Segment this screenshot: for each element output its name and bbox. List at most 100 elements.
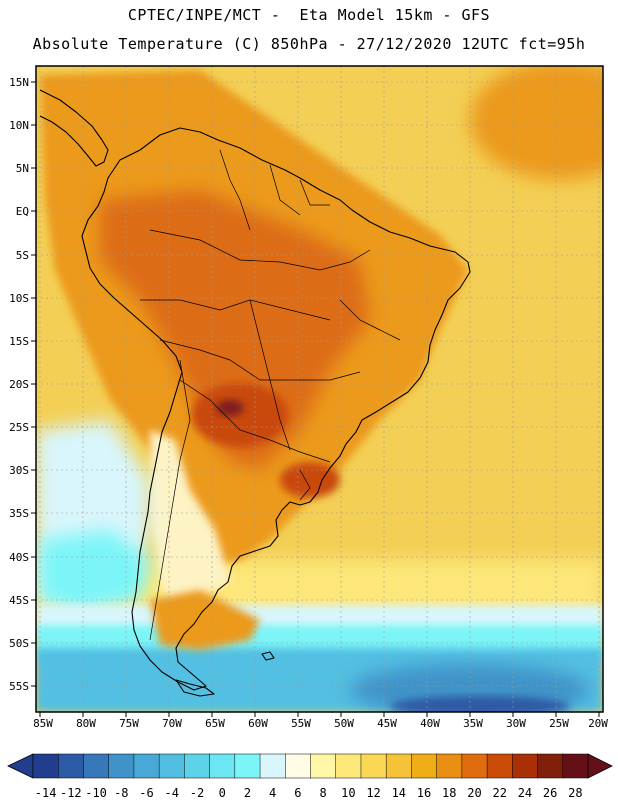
longitude-labels: 85W 80W 75W 70W 65W 60W 55W 50W 45W 40W … [33,717,608,730]
heat-core-2 [280,462,340,498]
latitude-labels: 15N 10N 5N EQ 5S 10S 15S 20S 25S 30S 35S… [9,76,29,693]
heat-peak [216,400,244,416]
lat-label: 5N [16,162,29,175]
colorbar-cell [259,753,287,779]
colorbar-label: -14 [35,786,57,800]
colorbar-cell [436,753,463,779]
lat-label: 40S [9,551,29,564]
country-borders [140,149,401,641]
colorbar-label: 22 [492,786,506,800]
colorbar-label: -8 [114,786,128,800]
colorbar-cell [133,753,160,779]
plot-frame [35,65,604,713]
lat-label: 30S [9,464,29,477]
colorbar-label: 2 [244,786,251,800]
colorbar-cell [285,753,312,779]
field-layer [36,66,603,712]
colorbar-label: 20 [467,786,481,800]
lat-label: 10N [9,119,29,132]
colorbar-label: 12 [366,786,380,800]
colorbar-label: 26 [543,786,557,800]
colorbar-cell [57,753,85,779]
colorbar-label: -2 [190,786,204,800]
colorbar-label: 24 [518,786,532,800]
lat-label: EQ [16,205,29,218]
colorbar-cell [310,753,337,779]
colorbar-label: -12 [60,786,82,800]
lat-label: 15N [9,76,29,89]
colorbar-label: 18 [442,786,456,800]
colorbar-cell [234,753,261,779]
colorbar-cell [184,753,211,779]
lon-label: 35W [463,717,483,730]
colorbar-label: 28 [568,786,582,800]
lat-label: 5S [16,249,29,262]
colorbar-cell [360,753,387,779]
lon-label: 60W [248,717,268,730]
lat-label: 50S [9,637,29,650]
colorbar-label: -6 [139,786,153,800]
patagonia-warm [150,590,260,650]
colorbar-cell [537,753,564,779]
colorbar-cell [562,753,589,779]
colorbar-label: 4 [269,786,276,800]
lon-label: 40W [420,717,440,730]
lon-label: 80W [76,717,96,730]
colorbar-cell [335,753,362,779]
colorbar-low-arrow [7,753,34,779]
colorbar-high-arrow [587,753,613,779]
heat-core [192,383,288,447]
lon-label: 65W [205,717,225,730]
falklands [261,651,275,661]
lat-label: 10S [9,292,29,305]
colorbar-cell [108,753,135,779]
colorbar-label: 8 [319,786,326,800]
colorbar-cell [158,753,186,779]
lon-label: 30W [506,717,526,730]
colorbar-cell [32,753,59,779]
colorbar-label: -10 [85,786,107,800]
colorbar-cells [32,753,589,779]
colorbar-label: -4 [165,786,179,800]
lon-label: 25W [549,717,569,730]
colorbar-label: 0 [219,786,226,800]
lon-label: 85W [33,717,53,730]
lat-label: 25S [9,421,29,434]
colorbar-labels: -14 -12 -10 -8 -6 -4 -2 0 2 4 6 8 10 12 14 16 18 20 22 24 26… [35,786,583,800]
colorbar-label: 6 [294,786,301,800]
colorbar-cell [512,753,539,779]
colorbar-cell [385,753,413,779]
colorbar-cell [461,753,488,779]
colorbar-cell [83,753,110,779]
land-hot-field [100,190,370,470]
title-line-2: Absolute Temperature (C) 850hPa - 27/12/… [32,35,586,53]
lat-label: 45S [9,594,29,607]
colorbar-label: 10 [341,786,355,800]
pacific-cold-2 [40,530,150,610]
colorbar-cell [411,753,438,779]
title-line-1: CPTEC/INPE/MCT - Eta Model 15km - GFS [127,6,491,24]
south-america-coastline [81,127,471,691]
tick-marks [31,81,600,717]
central-america-coastline [39,89,109,167]
lat-label: 35S [9,507,29,520]
lon-label: 45W [377,717,397,730]
tierra-del-fuego [175,679,215,697]
colorbar-label: 16 [417,786,431,800]
lon-label: 50W [334,717,354,730]
lon-label: 20W [588,717,608,730]
lon-label: 75W [119,717,139,730]
colorbar-label: 14 [392,786,406,800]
andes-cool [150,430,230,620]
ne-warm-ocean [470,66,603,180]
colorbar: -14 -12 -10 -8 -6 -4 -2 0 2 4 6 8 10 12 14 16 18 20 22 24 26… [7,753,613,800]
lon-label: 55W [291,717,311,730]
lon-label: 70W [162,717,182,730]
colorbar-cell [209,753,236,779]
southern-cold-5 [390,696,570,712]
colorbar-cell [486,753,514,779]
lat-label: 15S [9,335,29,348]
lat-label: 55S [9,680,29,693]
lat-label: 20S [9,378,29,391]
